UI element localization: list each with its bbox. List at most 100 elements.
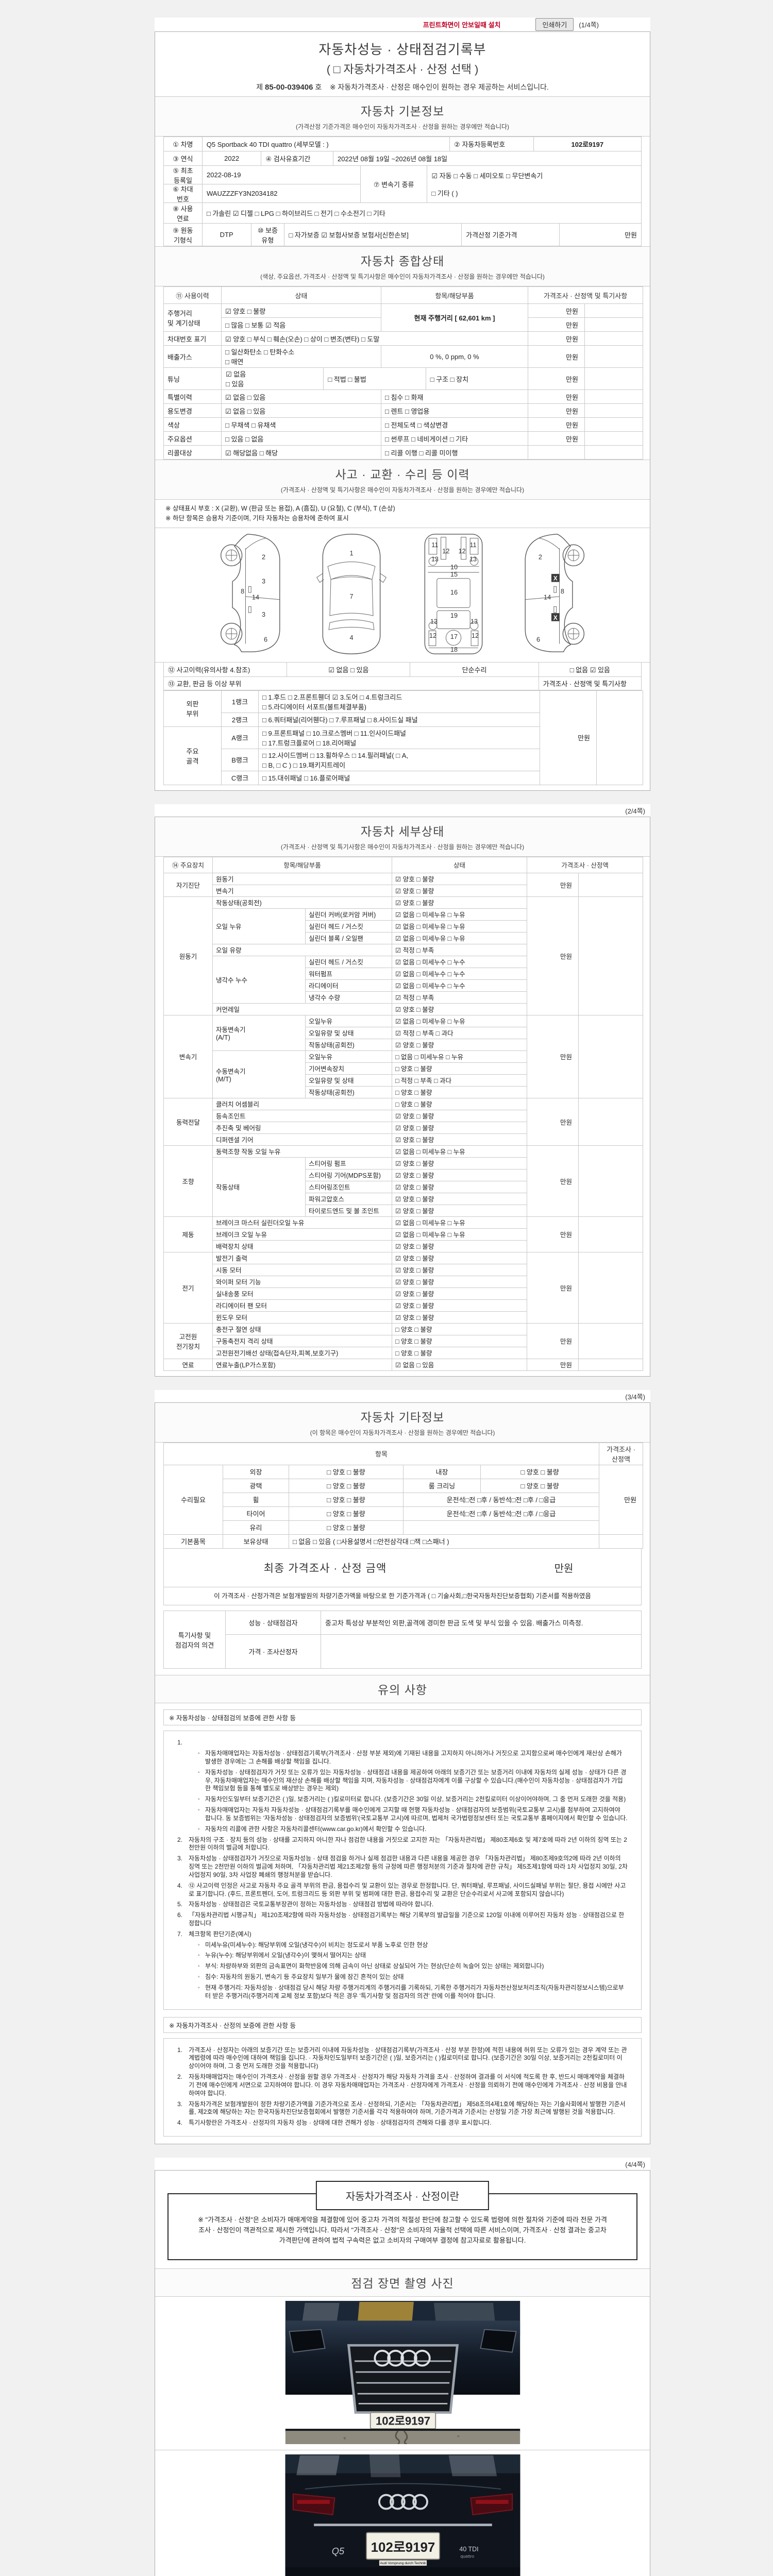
- table-cell: □ 썬루프 □ 네비게이션 □ 기타: [381, 431, 528, 446]
- print-button[interactable]: 인쇄하기: [535, 18, 574, 31]
- table-cell: 스티어링조인트: [305, 1180, 393, 1193]
- page-4: 자동차가격조사 · 산정이란 ※ "가격조사 · 산정"은 소비자가 매매계약을…: [155, 2170, 650, 2576]
- section-subtitle: (색상, 주요옵션, 가격조사 · 산정액 및 특기사항은 매수인이 자동차가격…: [260, 273, 545, 280]
- table-cell: 오일누유: [305, 1050, 393, 1063]
- table-cell: ☑ 양호 □ 불량: [392, 1109, 528, 1122]
- table-cell: [578, 896, 644, 1015]
- vehicle-rear-photo: 102로9197 Audi Vorsprung durch Technik Q5…: [285, 2454, 520, 2576]
- table-cell: 고전원 전기장치: [163, 1323, 213, 1359]
- table-header-cell: 가격조사 · 산정액: [527, 856, 644, 873]
- opinion-row-label: 성능 · 상태점검자: [226, 1611, 321, 1635]
- cell-value: 2022년 08월 19일 ~2026년 08월 18일: [333, 151, 642, 166]
- table-cell: [578, 1323, 644, 1359]
- section-accident-history: 사고 · 교환 · 수리 등 이력 (가격조사 · 산정액 및 특기사항은 매수…: [155, 460, 650, 500]
- panel-number-label: 6: [264, 636, 267, 643]
- section-subtitle: (가격조사 · 산정액 및 특기사항은 매수인이 자동차가격조사 · 산정을 원…: [280, 486, 525, 494]
- table-cell: ☑ 양호 □ 불량: [392, 1240, 528, 1252]
- table-cell: 연료: [163, 1358, 213, 1371]
- table-cell: 운전석□전 □후 / 동반석□전 □후 / □응급: [402, 1506, 600, 1521]
- section-overall-status: 자동차 종합상태 (색상, 주요옵션, 가격조사 · 산정액 및 특기사항은 매…: [155, 246, 650, 286]
- table-cell: B랭크: [221, 748, 259, 771]
- cell-value: 2022: [202, 151, 262, 166]
- cell-checkboxes: ☑ 자동 □ 수동 □ 세미오토 □ 무단변속기 □ 기타 ( ): [427, 166, 642, 203]
- engine-badge: 40 TDI: [459, 2546, 478, 2553]
- panel-number-label: 13: [430, 618, 438, 625]
- cell-value: DTP: [202, 224, 251, 246]
- table-cell: [584, 303, 644, 318]
- table-cell: 추진축 및 베어링: [212, 1121, 393, 1134]
- table-cell: ☑ 없음 □ 미세누유 □ 누유: [392, 1216, 528, 1229]
- table-cell: 리콜대상: [163, 445, 222, 460]
- section-title: 자동차 세부상태: [360, 824, 445, 838]
- table-cell: [578, 1251, 644, 1324]
- table-cell: ☑ 없음 □ 있음: [221, 403, 381, 418]
- section-title: 자동차 기타정보: [360, 1410, 445, 1424]
- notice-item-number: 3.: [177, 2100, 183, 2108]
- table-cell: 등속조인트: [212, 1109, 393, 1122]
- notice-item: 3. 자동차가격은 보험개발원이 정한 차량기준가액을 기준가격으로 조사 · 산…: [177, 2100, 628, 2117]
- table-cell: ☑ 적정 □ 부족: [392, 943, 528, 956]
- document-title: 자동차성능 · 상태점검기록부: [318, 42, 486, 57]
- table-cell: [578, 1358, 644, 1371]
- table-header-cell: 가격조사 · 산정액 및 특기사항: [527, 286, 644, 304]
- table-cell: ☑ 양호 □ 불량: [392, 1204, 528, 1217]
- table-cell: 만원: [528, 331, 585, 346]
- table-cell: 자기진단: [163, 872, 213, 897]
- table-header-cell: 상태: [392, 856, 528, 873]
- table-cell: ☑ 양호 □ 불량: [392, 1121, 528, 1134]
- table-cell: 만원: [599, 1464, 644, 1535]
- notice-sub-text: 자동차매매업자는 자동차성능 · 상태점검기록부(가격조사 · 산정 부분 제외…: [205, 1750, 623, 1765]
- table-cell: 원동기: [163, 896, 213, 1015]
- notice-item-number: 5.: [177, 1901, 183, 1908]
- table-cell: 튜닝: [163, 367, 222, 390]
- table-cell: ☑ 양호 □ 불량: [221, 303, 381, 318]
- table-cell: 변속기: [212, 884, 393, 897]
- table-cell: ☑ 적정 □ 부족: [392, 991, 528, 1004]
- document-title-block: 자동차성능 · 상태점검기록부 ( □ 자동차가격조사 · 산정 선택 ) 제 …: [155, 32, 650, 96]
- table-cell: ☑ 양호 □ 불량: [392, 1251, 528, 1264]
- panel-number-label: 13: [431, 555, 439, 563]
- table-cell: 라디에이터 팬 모터: [212, 1299, 393, 1312]
- license-plate-rear: 102로9197: [371, 2541, 435, 2555]
- table-cell: 휠: [223, 1492, 289, 1507]
- panel-number-label: 12: [472, 632, 479, 639]
- notice-item-text: 자동차의 구조 · 장치 등의 성능 · 상태를 고지하지 아니한 자나 점검한…: [189, 1836, 627, 1852]
- table-cell: 윈도우 모터: [212, 1311, 393, 1324]
- cell-price-unit: 만원: [559, 224, 642, 246]
- doc-no-prefix: 제: [256, 83, 263, 91]
- table-cell: 1랭크: [221, 690, 259, 713]
- definition-box-text: ※ "가격조사 · 산정"은 소비자가 매매계약을 체결함에 있어 중고차 가격…: [198, 2216, 607, 2245]
- table-cell: □ 적정 □ 부족 □ 과다: [392, 1074, 528, 1087]
- notice-sub-text: 자동차인도일부터 보증기간은 ( )일, 보증거리는 ( )킬로미터로 합니다.…: [205, 1795, 626, 1803]
- table-cell: ☑ 없음 □ 미세누유 □ 누유: [392, 1145, 528, 1158]
- table-cell: □ 양호 □ 불량: [289, 1506, 404, 1521]
- table-cell: □ 일산화탄소 □ 탄화수소 □ 매연: [221, 345, 381, 368]
- notice-sub-text: 침수: 자동차의 원동기, 변속기 등 주요장치 일부가 물에 잠긴 흔적이 있…: [205, 1973, 404, 1981]
- table-cell: 실린더 헤드 / 거스킷: [305, 920, 393, 933]
- table-cell: 운전석□전 □후 / 동반석□전 □후 / □응급: [402, 1492, 600, 1507]
- table-cell: 동력조향 작동 오일 누유: [212, 1145, 393, 1158]
- table-cell: □ 6.쿼터패널(리어휀다) □ 7.루프패널 □ 8.사이드실 패널: [258, 712, 540, 727]
- notice-item-text: [189, 1739, 628, 1747]
- cell-value: WAUZZZFY3N2034182: [203, 184, 361, 203]
- table-cell: [402, 1520, 600, 1535]
- table-cell: 작동상태(공회전): [305, 1038, 393, 1051]
- bullet-icon: ◦: [198, 1953, 200, 1959]
- print-install-notice[interactable]: 프린트화면이 안보일때 설치: [423, 21, 501, 29]
- table-header-cell: ⑭ 주요장치: [163, 856, 213, 873]
- panel-number-label: 1: [350, 549, 354, 556]
- table-cell: [528, 445, 585, 460]
- cell-checkboxes: □ 자가보증 ☑ 보험사보증 보험사[신한손보]: [284, 224, 462, 246]
- page-2: 자동차 세부상태 (가격조사 · 산정액 및 특기사항은 매수인이 자동차가격조…: [155, 816, 650, 1377]
- table-cell: □ 많음 □ 보통 ☑ 적음: [221, 317, 381, 332]
- panel-number-label: 8: [241, 588, 244, 595]
- table-cell: □ 양호 □ 불량: [289, 1464, 404, 1479]
- panel-number-label: 2: [262, 553, 265, 561]
- table-header-cell: ⑪ 사용이력: [163, 286, 222, 304]
- cell-label: 가격산정 기준가격: [462, 224, 560, 246]
- page-1: 자동차성능 · 상태점검기록부 ( □ 자동차가격조사 · 산정 선택 ) 제 …: [155, 31, 650, 791]
- panel-number-label: 13: [470, 618, 478, 625]
- table-cell: 보유상태: [223, 1534, 289, 1549]
- cell-value: Q5 Sportback 40 TDI quattro (세부모델 : ): [202, 137, 450, 151]
- table-cell: ☑ 양호 □ 불량: [392, 1299, 528, 1312]
